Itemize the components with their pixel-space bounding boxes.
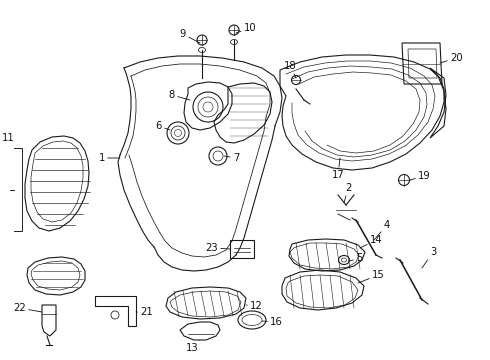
Text: 9: 9 <box>180 29 200 43</box>
Text: 14: 14 <box>360 235 383 248</box>
Text: 16: 16 <box>262 317 283 327</box>
Text: 13: 13 <box>186 340 200 353</box>
Text: 19: 19 <box>410 171 431 181</box>
Text: 11: 11 <box>1 133 14 143</box>
Text: 8: 8 <box>169 90 190 100</box>
Text: 22: 22 <box>13 303 42 313</box>
Text: 2: 2 <box>344 183 351 203</box>
Text: 15: 15 <box>358 270 385 283</box>
Text: 4: 4 <box>374 220 390 240</box>
Text: 20: 20 <box>440 53 463 63</box>
Text: 5: 5 <box>350 253 363 263</box>
Text: 23: 23 <box>205 243 230 253</box>
Text: 3: 3 <box>422 247 436 268</box>
Text: 12: 12 <box>246 301 263 311</box>
Text: 1: 1 <box>98 153 120 163</box>
Text: 6: 6 <box>156 121 170 131</box>
Text: 21: 21 <box>136 307 153 317</box>
Text: 10: 10 <box>236 23 256 33</box>
Text: 7: 7 <box>224 153 239 163</box>
Text: 18: 18 <box>284 61 296 78</box>
Text: 17: 17 <box>332 158 344 180</box>
